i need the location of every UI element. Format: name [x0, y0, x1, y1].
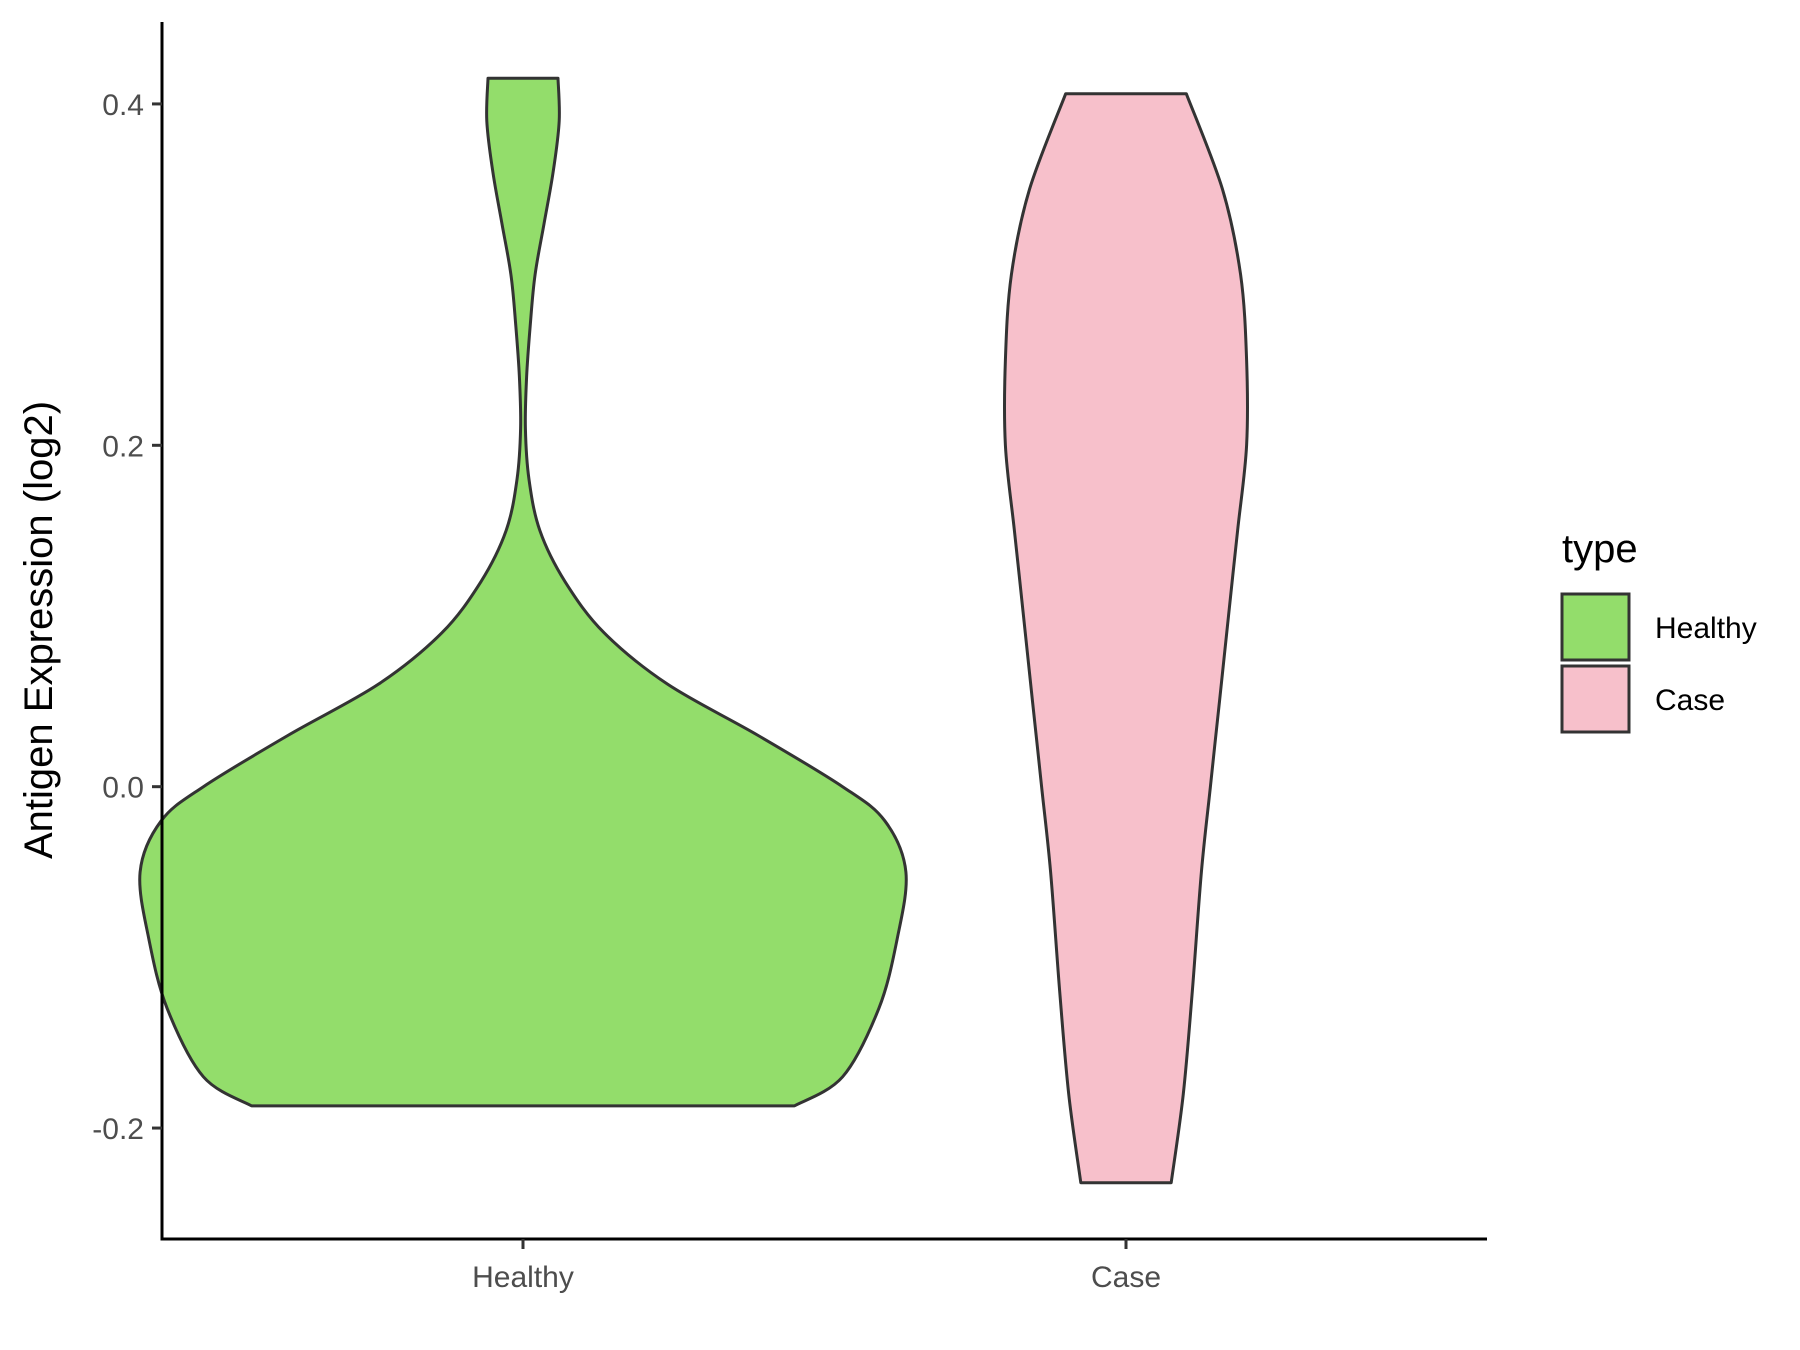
y-tick-label: 0.0 [102, 772, 144, 805]
y-tick-label: -0.2 [92, 1113, 144, 1146]
violin-healthy [138, 76, 908, 1108]
violin-layer [138, 76, 1250, 1185]
legend-label-case: Case [1655, 684, 1725, 717]
violin-case [1002, 92, 1250, 1185]
legend-label-healthy: Healthy [1655, 612, 1757, 645]
x-tick-label: Healthy [472, 1261, 574, 1294]
y-tick-label: 0.4 [102, 89, 144, 122]
y-tick-label: 0.2 [102, 430, 144, 463]
x-tick-label: Case [1091, 1261, 1161, 1294]
legend-key-case [1560, 664, 1631, 734]
y-axis-title: Antigen Expression (log2) [17, 401, 61, 859]
legend: type Healthy Case [1560, 527, 1757, 734]
axes-layer: -0.2 0.0 0.2 0.4 Healthy Case [92, 22, 1487, 1294]
legend-title: type [1562, 527, 1638, 571]
legend-key-healthy [1560, 592, 1631, 662]
